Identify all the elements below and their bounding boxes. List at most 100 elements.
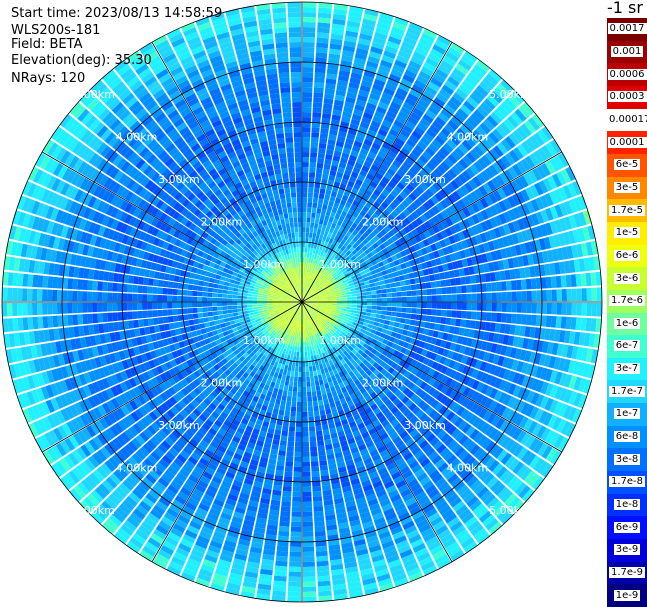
ppi-gate-cell (503, 472, 516, 486)
ppi-gate-cell (266, 264, 272, 271)
ppi-gate-cell (268, 335, 274, 341)
ppi-gate-cell (345, 459, 354, 467)
ppi-gate-cell (344, 316, 350, 320)
ppi-gate-cell (287, 596, 301, 602)
ppi-gate-cell (78, 400, 88, 413)
ppi-gate-cell (244, 571, 259, 579)
ppi-gate-cell (260, 318, 267, 323)
ppi-gate-cell (92, 280, 99, 291)
ppi-gate-cell (482, 473, 495, 486)
ppi-gate-cell (249, 370, 256, 378)
ppi-gate-cell (104, 94, 118, 107)
ppi-gate-cell (355, 310, 362, 315)
ppi-gate-cell (62, 277, 69, 289)
ppi-gate-cell (287, 329, 292, 335)
ppi-gate-cell (296, 411, 302, 417)
ppi-gate-cell (186, 442, 196, 452)
ppi-gate-cell (261, 404, 268, 412)
ppi-gate-cell (429, 544, 444, 556)
ppi-gate-cell (246, 349, 253, 355)
ppi-gate-cell (124, 202, 133, 213)
ppi-gate-cell (148, 182, 158, 193)
ppi-gate-cell (273, 434, 281, 441)
ppi-gate-cell (341, 444, 350, 452)
ppi-gate-cell (104, 354, 112, 365)
ppi-gate-cell (461, 453, 473, 465)
ppi-gate-cell (493, 483, 506, 496)
ppi-gate-cell (373, 517, 386, 526)
ppi-gate-cell (398, 339, 405, 347)
ppi-gate-cell (389, 321, 395, 327)
ppi-gate-cell (113, 351, 122, 362)
ppi-gate-cell (71, 141, 84, 155)
ppi-gate-cell (282, 299, 288, 302)
ppi-gate-cell (272, 273, 278, 279)
ppi-gate-cell (456, 484, 469, 496)
ppi-gate-cell (530, 364, 539, 377)
ppi-gate-cell (221, 271, 228, 278)
ppi-gate-cell (379, 498, 391, 508)
ppi-gate-cell (251, 454, 261, 462)
ppi-gate-cell (119, 330, 126, 340)
ppi-gate-cell (338, 382, 345, 389)
ppi-gate-cell (512, 336, 520, 347)
ppi-gate-cell (285, 375, 291, 381)
ppi-gate-cell (277, 295, 283, 298)
ppi-gate-cell (236, 217, 243, 225)
ppi-gate-cell (47, 289, 53, 302)
ppi-gate-cell (241, 323, 248, 329)
ppi-gate-cell (456, 406, 466, 417)
ppi-gate-cell (419, 476, 431, 487)
ppi-gate-cell (111, 252, 119, 262)
ppi-gate-cell (326, 376, 333, 383)
ppi-gate-cell (114, 59, 128, 73)
ppi-gate-cell (82, 279, 89, 290)
ppi-gate-cell (139, 268, 146, 277)
ppi-gate-cell (243, 286, 249, 291)
ppi-gate-cell (210, 272, 217, 279)
ppi-gate-cell (168, 198, 178, 208)
ppi-gate-cell (500, 436, 512, 449)
ppi-gate-cell (229, 462, 239, 470)
ppi-gate-cell (279, 250, 284, 257)
ppi-gate-cell (269, 354, 275, 360)
ppi-gate-cell (42, 275, 49, 288)
ppi-gate-cell (364, 407, 373, 415)
ppi-gate-cell (356, 383, 364, 390)
ppi-gate-cell (232, 160, 241, 169)
ppi-gate-cell (262, 255, 268, 261)
ppi-gate-cell (87, 280, 94, 291)
ppi-gate-cell (291, 396, 297, 402)
ppi-gate-cell (444, 512, 458, 524)
ppi-gate-cell (165, 57, 179, 68)
ppi-gate-cell (287, 318, 292, 323)
ppi-gate-cell (173, 321, 180, 329)
ppi-gate-cell (237, 292, 243, 296)
ppi-gate-cell (87, 396, 97, 408)
ppi-gate-cell (304, 346, 308, 352)
ppi-gate-cell (292, 391, 297, 397)
ppi-gate-cell (316, 354, 321, 360)
ppi-gate-cell (315, 385, 321, 391)
ppi-gate-cell (18, 258, 26, 272)
ppi-gate-cell (146, 154, 157, 165)
ppi-gate-cell (245, 425, 254, 433)
ppi-gate-cell (302, 586, 317, 592)
ppi-gate-cell (449, 390, 458, 400)
ppi-gate-cell (176, 247, 184, 255)
ppi-gate-cell (284, 322, 289, 328)
ppi-gate-cell (484, 374, 494, 385)
ppi-gate-cell (104, 261, 112, 271)
ppi-gate-cell (63, 135, 75, 149)
ppi-gate-cell (369, 415, 378, 423)
ppi-gate-cell (245, 211, 252, 218)
ppi-gate-cell (52, 427, 64, 442)
ppi-gate-cell (142, 392, 151, 403)
ppi-gate-cell (205, 105, 216, 115)
ppi-gate-cell (155, 92, 168, 104)
ppi-gate-cell (303, 306, 306, 312)
ppi-gate-cell (497, 355, 505, 367)
ppi-gate-cell (269, 322, 275, 328)
ppi-gate-cell (155, 375, 164, 384)
ppi-gate-cell (264, 395, 271, 402)
